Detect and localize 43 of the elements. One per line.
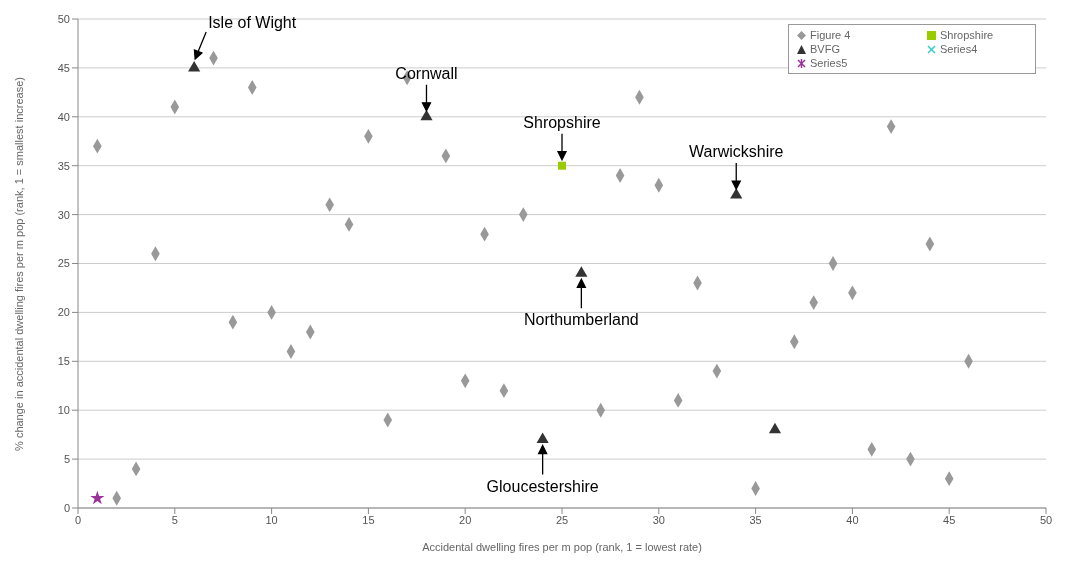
y-tick-label: 50: [57, 12, 70, 25]
x-tick-label: 35: [749, 513, 762, 526]
y-axis-title: % change in accidental dwelling fires per m pop (rank, 1 = smallest increase): [13, 75, 26, 453]
y-tick-label: 30: [57, 208, 70, 221]
x-tick-label: 15: [362, 513, 375, 526]
point: [730, 188, 743, 199]
legend-label: Series5: [809, 56, 849, 70]
y-tick-label: 10: [57, 404, 70, 417]
y-tick-label: 40: [57, 110, 70, 123]
annotation: Cornwall: [395, 64, 458, 82]
x-tick-label: 50: [1039, 513, 1053, 526]
y-tick-label: 5: [63, 453, 70, 466]
point: [536, 432, 549, 444]
x-tick-label: 0: [74, 513, 82, 526]
point: [90, 490, 105, 505]
x-tick-label: 40: [846, 513, 859, 526]
annotation: Northumberland: [523, 311, 639, 329]
x-tick-label: 5: [171, 513, 178, 526]
legend-label: Shropshire: [939, 28, 995, 42]
legend-label: Figure 4: [809, 28, 852, 42]
annotation: Shropshire: [523, 113, 601, 131]
annotation: Gloucestershire: [486, 477, 599, 495]
point: [575, 266, 588, 277]
point: [768, 422, 782, 434]
point: [420, 109, 433, 121]
annotation: Isle of Wight: [208, 13, 297, 31]
y-tick-label: 45: [57, 61, 70, 74]
legend-label: Series4: [939, 42, 979, 56]
legend-label: BVFG: [809, 42, 841, 56]
x-tick-label: 20: [459, 513, 472, 526]
y-tick-label: 20: [57, 306, 70, 319]
point: [558, 161, 566, 170]
x-axis-title: Accidental dwelling fires per m pop (rank, 1 = lowest rate): [422, 541, 702, 553]
x-tick-label: 45: [943, 513, 956, 526]
annotation: Warwickshire: [688, 143, 784, 161]
y-tick-label: 35: [57, 159, 70, 172]
point: [188, 60, 201, 72]
x-tick-label: 25: [555, 513, 569, 526]
y-tick-label: 15: [57, 355, 70, 368]
y-tick-label: 0: [63, 501, 70, 514]
x-tick-label: 30: [652, 513, 665, 526]
y-tick-label: 25: [57, 257, 70, 270]
x-tick-label: 10: [265, 513, 278, 526]
